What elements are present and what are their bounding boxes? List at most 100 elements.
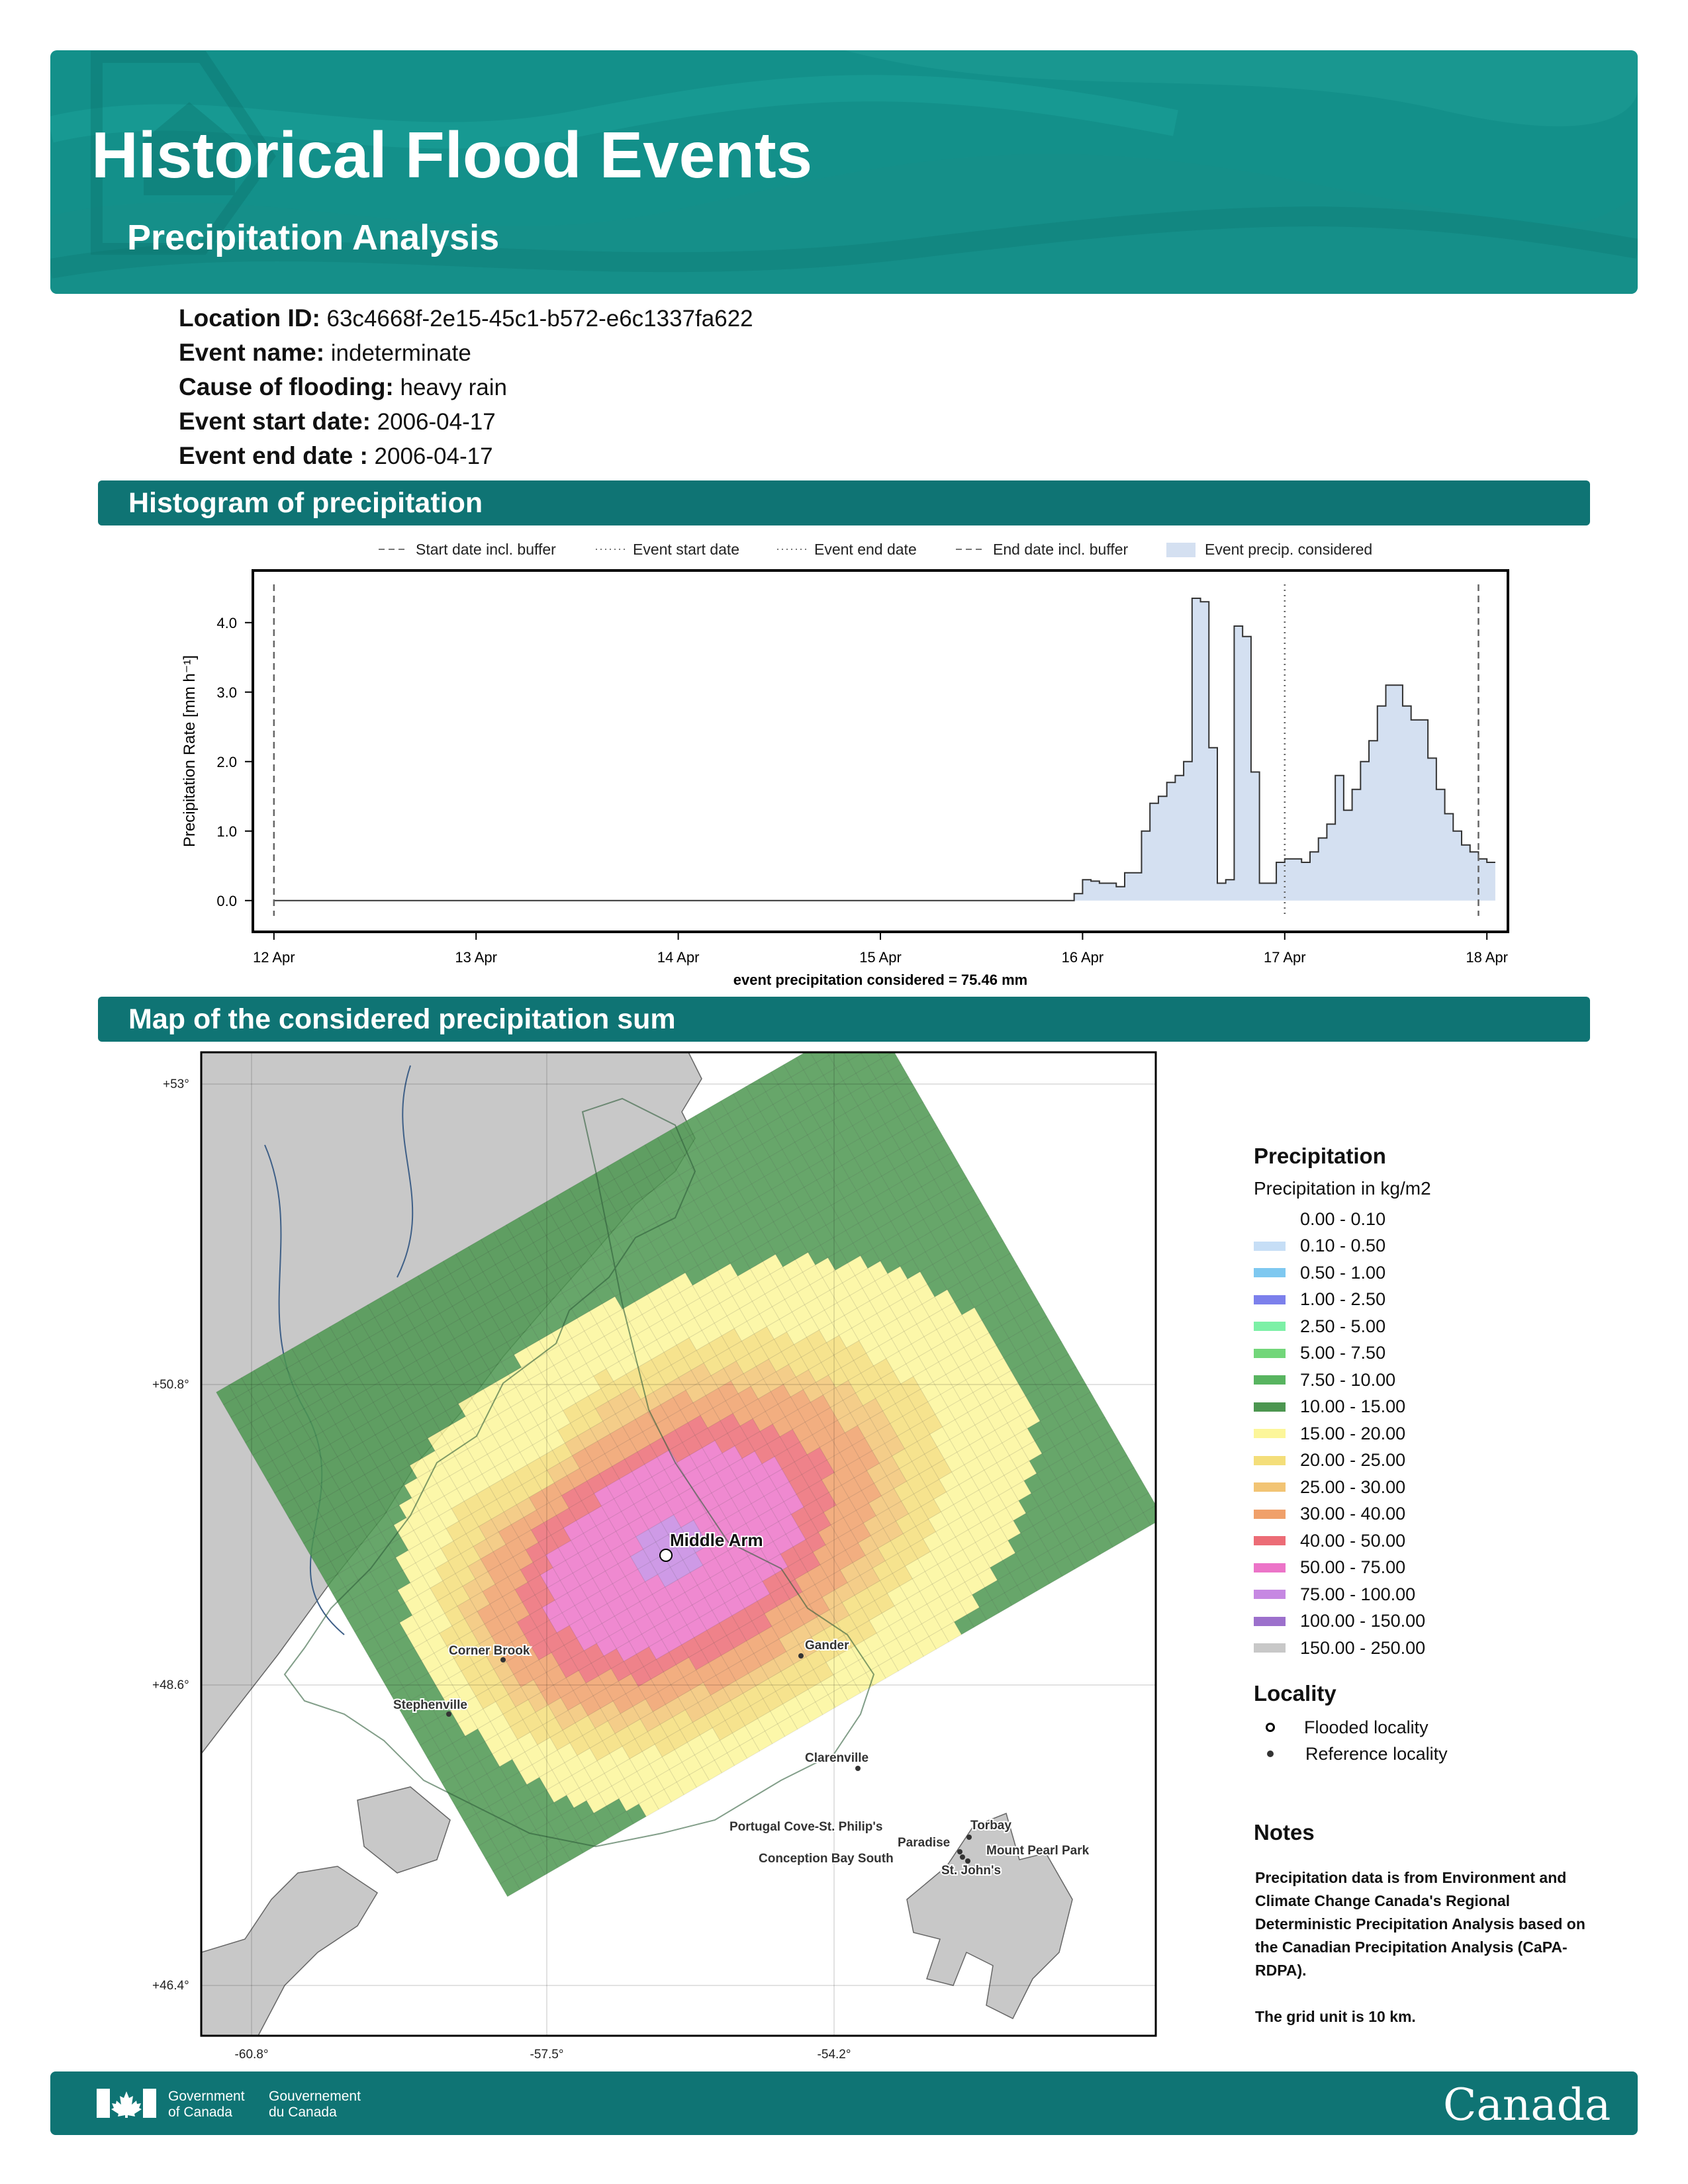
y-tick-label: 2.0 <box>216 754 237 770</box>
legend-swatch <box>1254 1482 1286 1492</box>
footer-bar <box>50 2071 1638 2135</box>
info-start-date: Event start date: 2006-04-17 <box>179 408 496 435</box>
legend-class-label: 0.00 - 0.10 <box>1300 1208 1386 1229</box>
legend-class: 5.00 - 7.50 <box>1254 1340 1385 1367</box>
legend-class: 30.00 - 40.00 <box>1254 1501 1405 1527</box>
legend-event-precip-swatch <box>1166 543 1196 557</box>
map-lat-tick: +46.4° <box>152 1979 189 1993</box>
legend-class-label: 50.00 - 75.00 <box>1300 1557 1406 1577</box>
legend-class: 0.50 - 1.00 <box>1254 1259 1385 1286</box>
river <box>397 1065 414 1278</box>
x-tick-label: 17 Apr <box>1264 949 1306 966</box>
legend-class-label: 25.00 - 30.00 <box>1300 1477 1406 1497</box>
y-tick-label: 3.0 <box>216 684 237 701</box>
info-location-id: Location ID: 63c4668f-2e15-45c1-b572-e6c… <box>179 304 753 332</box>
precip-area <box>273 598 1495 901</box>
map-lat-tick: +48.6° <box>152 1678 189 1692</box>
legend-title: Precipitation <box>1254 1144 1386 1168</box>
legend-swatch <box>1254 1348 1286 1358</box>
legend-class-label: 150.00 - 250.00 <box>1300 1637 1426 1658</box>
info-cause: Cause of flooding: heavy rain <box>179 373 507 400</box>
legend-event-precip: Event precip. considered <box>1205 541 1372 558</box>
legend-class-label: 5.00 - 7.50 <box>1300 1343 1386 1363</box>
flooded-locality-symbol <box>1266 1723 1275 1732</box>
legend-swatch <box>1254 1536 1286 1545</box>
legend-swatch <box>1254 1214 1286 1224</box>
legend-swatch <box>1254 1402 1286 1412</box>
legend-class-label: 15.00 - 20.00 <box>1300 1423 1406 1443</box>
legend-end-buffer: End date incl. buffer <box>993 541 1128 558</box>
map-lat-tick: +53° <box>163 1077 189 1091</box>
legend-class: 0.00 - 0.10 <box>1254 1206 1385 1232</box>
legend-class-label: 0.50 - 1.00 <box>1300 1262 1386 1283</box>
legend-class: 20.00 - 25.00 <box>1254 1447 1405 1474</box>
legend-class: 7.50 - 10.00 <box>1254 1367 1395 1393</box>
canada-flag-icon <box>97 2089 156 2118</box>
histogram-y-axis-label: Precipitation Rate [mm h⁻¹] <box>181 655 199 847</box>
legend-flooded-locality: Flooded locality <box>1254 1714 1429 1741</box>
x-tick-label: 18 Apr <box>1466 949 1508 966</box>
house-drop-icon <box>91 51 276 255</box>
x-tick-label: 13 Apr <box>455 949 497 966</box>
x-tick-label: 15 Apr <box>859 949 902 966</box>
cape-breton-landmass <box>357 1786 451 1874</box>
y-tick-label: 0.0 <box>216 893 237 909</box>
notes-text: Precipitation data is from Environment a… <box>1255 1869 1585 2025</box>
legend-swatch <box>1254 1295 1286 1304</box>
map-section-header: Map of the considered precipitation sum <box>98 997 1590 1042</box>
notes-title: Notes <box>1254 1820 1315 1844</box>
legend-swatch <box>1254 1429 1286 1438</box>
legend-class: 40.00 - 50.00 <box>1254 1527 1405 1554</box>
map-lat-tick: +50.8° <box>152 1378 189 1392</box>
x-tick-label: 16 Apr <box>1062 949 1104 966</box>
legend-swatch <box>1254 1322 1286 1331</box>
legend-swatch <box>1254 1509 1286 1519</box>
locality-label: Gander <box>805 1639 849 1653</box>
legend-class-label: 2.50 - 5.00 <box>1300 1316 1386 1336</box>
locality-legend-title: Locality <box>1254 1681 1336 1706</box>
legend-swatch <box>1254 1590 1286 1599</box>
precipitation-histogram: Start date incl. buffer Event start date… <box>181 541 1509 988</box>
precipitation-grid <box>215 1052 1156 1897</box>
header-banner <box>50 50 1638 294</box>
legend-start-buffer: Start date incl. buffer <box>416 541 556 558</box>
legend-swatch <box>1254 1616 1286 1626</box>
flooded-locality-label: Middle Arm <box>670 1530 763 1550</box>
government-of-canada-en: Government of Canada <box>168 2089 245 2120</box>
canada-wordmark: Canada <box>1443 2079 1611 2130</box>
histogram-section-header: Histogram of precipitation <box>98 480 1590 525</box>
locality-label: Stephenville <box>393 1698 467 1712</box>
x-tick-label: 12 Apr <box>253 949 295 966</box>
histogram-legend: Start date incl. buffer Event start date… <box>379 541 1372 558</box>
banner-wave-decoration <box>50 50 1638 294</box>
legend-class-label: 100.00 - 150.00 <box>1300 1611 1426 1631</box>
locality-label: Conception Bay South <box>759 1852 894 1866</box>
avalon-peninsula-landmass <box>906 1812 1073 2020</box>
newfoundland-coastline <box>283 1097 875 1848</box>
x-tick-label: 14 Apr <box>657 949 700 966</box>
map-localities: Middle Arm Corner Brook Gander Stephenvi… <box>392 1529 1091 1879</box>
y-tick-label: 4.0 <box>216 615 237 631</box>
legend-class: 10.00 - 15.00 <box>1254 1394 1405 1420</box>
legend-class-label: 20.00 - 25.00 <box>1300 1450 1406 1470</box>
locality-label: Mount Pearl Park <box>986 1844 1090 1858</box>
map-graticule <box>201 1052 1156 2036</box>
y-tick-label: 1.0 <box>216 823 237 840</box>
legend-class: 25.00 - 30.00 <box>1254 1474 1405 1500</box>
page-title: Historical Flood Events <box>91 118 813 191</box>
map-frame <box>200 1051 1157 2037</box>
info-end-date: Event end date : 2006-04-17 <box>179 442 493 469</box>
locality-label: Clarenville <box>805 1751 868 1765</box>
legend-class: 15.00 - 20.00 <box>1254 1420 1405 1447</box>
locality-label: St. John's <box>941 1864 1001 1878</box>
legend-swatch <box>1254 1455 1286 1465</box>
legend-swatch <box>1254 1375 1286 1385</box>
histogram-x-axis-label: event precipitation considered = 75.46 m… <box>733 972 1027 988</box>
histogram-frame <box>252 569 1509 933</box>
nova-scotia-landmass <box>201 1866 379 2036</box>
locality-label: Corner Brook <box>449 1644 530 1658</box>
legend-event-start: Event start date <box>633 541 739 558</box>
legend-class-label: 75.00 - 100.00 <box>1300 1584 1416 1604</box>
legend-class: 0.10 - 0.50 <box>1254 1233 1385 1259</box>
legend-subtitle: Precipitation in kg/m2 <box>1254 1178 1431 1199</box>
